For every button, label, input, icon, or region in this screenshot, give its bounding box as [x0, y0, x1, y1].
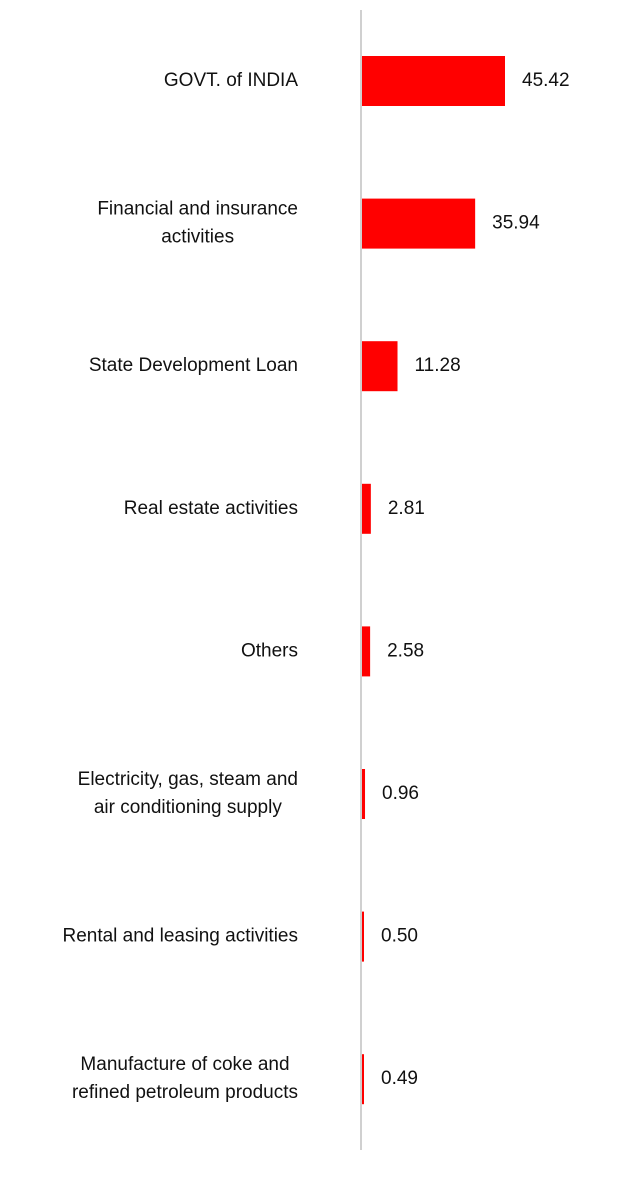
category-label: Rental and leasing activities [62, 926, 298, 947]
bar-7 [362, 1054, 364, 1105]
category-label-line: activities [161, 227, 234, 248]
category-label-line: GOVT. of INDIA [164, 70, 298, 91]
category-label: State Development Loan [89, 355, 298, 376]
value-label: 11.28 [415, 355, 461, 376]
category-labels-layer: GOVT. of INDIA Financial and insurance act… [62, 70, 298, 1103]
bar-6 [362, 911, 364, 962]
value-label: 2.58 [387, 640, 424, 661]
category-label-line: Electricity, gas, steam and [78, 769, 298, 790]
category-label: Manufacture of coke and refined petroleum… [72, 1054, 298, 1103]
bars-layer [362, 56, 505, 1105]
category-label-line: Real estate activities [124, 498, 298, 519]
value-label: 35.94 [492, 213, 540, 234]
value-label: 2.81 [388, 498, 425, 519]
value-label: 0.96 [382, 783, 419, 804]
value-labels-layer: 45.42 35.94 11.28 2.81 2.58 0.96 0.50 0.49 [381, 70, 570, 1089]
bar-2 [362, 341, 398, 392]
value-label: 0.50 [381, 926, 418, 947]
category-label-line: Financial and insurance [97, 199, 298, 220]
category-label-line: Manufacture of coke and [80, 1054, 289, 1075]
category-label-line: Others [241, 640, 298, 661]
category-label: Financial and insurance activities [97, 199, 298, 248]
category-label-line: air conditioning supply [94, 797, 283, 818]
category-label-line: refined petroleum products [72, 1082, 298, 1103]
category-label: Real estate activities [124, 498, 298, 519]
category-label-line: Rental and leasing activities [62, 926, 298, 947]
bar-0 [362, 56, 505, 106]
bar-5 [362, 769, 366, 819]
category-label: GOVT. of INDIA [164, 70, 298, 91]
value-label: 0.49 [381, 1068, 418, 1089]
bar-1 [362, 198, 476, 249]
category-label: Electricity, gas, steam and air condition… [78, 769, 298, 818]
category-label: Others [241, 640, 298, 661]
bar-3 [362, 483, 371, 534]
bar-4 [362, 626, 371, 677]
category-label-line: State Development Loan [89, 355, 298, 376]
value-label: 45.42 [522, 70, 570, 91]
